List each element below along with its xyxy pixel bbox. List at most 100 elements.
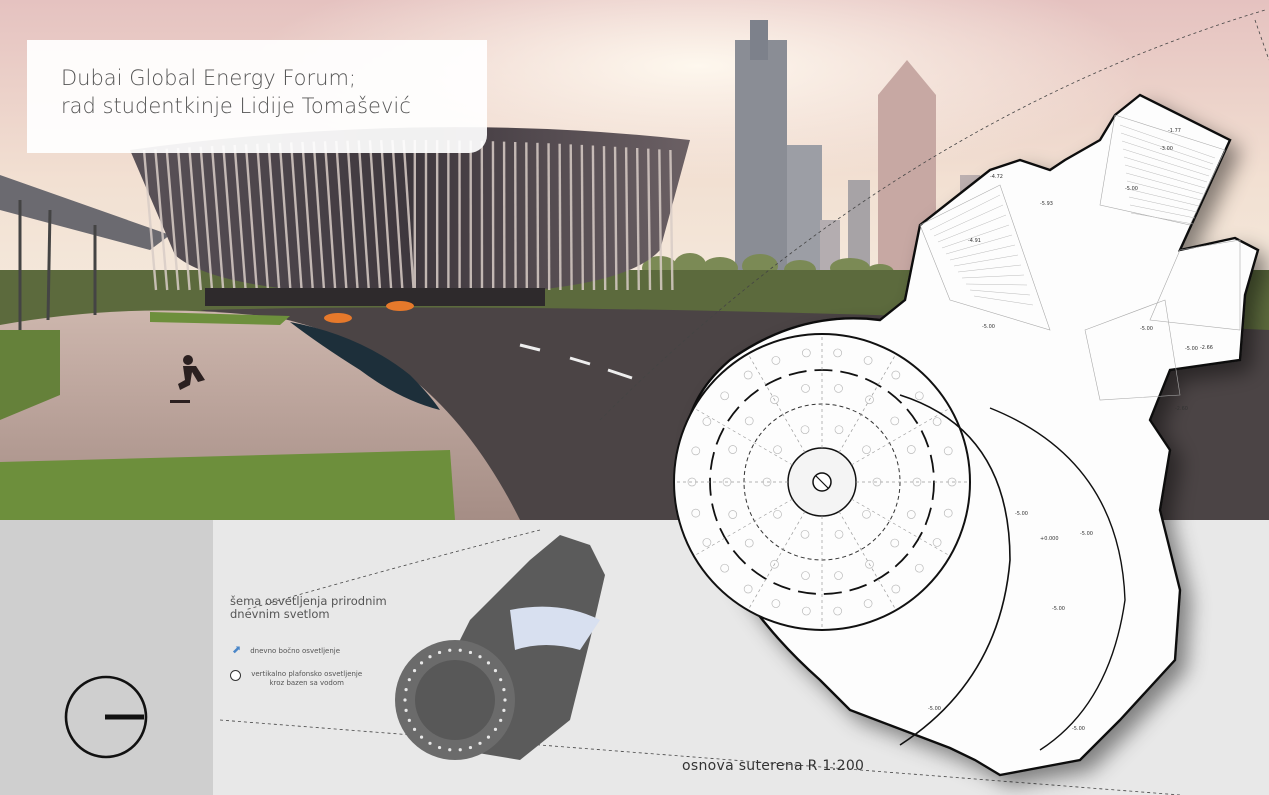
north-arrow-icon xyxy=(64,675,148,759)
seat-marker xyxy=(890,416,900,426)
north-panel xyxy=(0,520,213,795)
seat-row xyxy=(1119,124,1216,159)
seat-row xyxy=(1124,164,1206,189)
seat-marker xyxy=(770,559,779,569)
seat-row xyxy=(957,264,1022,273)
louver xyxy=(602,146,607,291)
seat-marker xyxy=(863,356,873,365)
louver xyxy=(357,140,370,291)
seat-marker xyxy=(743,584,753,594)
light-dot xyxy=(419,735,424,739)
louver xyxy=(210,146,225,291)
louver xyxy=(233,144,247,291)
seat-marker xyxy=(914,391,924,401)
light-dot xyxy=(478,655,482,659)
seat-marker xyxy=(728,510,738,519)
arrow-icon: ⬈ xyxy=(232,643,242,656)
seat-marker xyxy=(834,571,843,580)
seat-row xyxy=(965,283,1028,286)
seat-marker xyxy=(770,395,779,405)
louver xyxy=(188,147,202,291)
light-dot xyxy=(503,698,507,702)
light-dot xyxy=(478,741,482,745)
seat-row xyxy=(1128,196,1198,213)
seat-row xyxy=(1129,204,1196,219)
legend-label-line-1: vertikalno plafonsko osvetljenje xyxy=(251,670,363,678)
light-dot xyxy=(458,648,462,652)
light-dot xyxy=(448,648,452,652)
seat-marker xyxy=(932,538,942,547)
seat-marker xyxy=(943,446,953,456)
louver xyxy=(176,147,191,291)
radial-grid-line xyxy=(851,407,951,466)
louver xyxy=(222,145,236,291)
seat-marker xyxy=(702,538,712,547)
road-markings xyxy=(519,343,633,380)
light-dot xyxy=(502,688,506,692)
seat-row xyxy=(1126,180,1202,201)
level-label: -5.00 xyxy=(1080,531,1093,537)
seat-row xyxy=(1125,172,1204,195)
louver xyxy=(142,149,158,291)
level-label: -4.91 xyxy=(968,238,981,244)
seat-marker xyxy=(914,563,924,573)
scheme-title: šema osvetljenja prirodnim dnevnim svetl… xyxy=(230,595,387,621)
louver xyxy=(391,139,404,291)
dashed-guide-lines xyxy=(219,9,1269,795)
light-dot xyxy=(412,669,417,673)
seat-row xyxy=(1120,132,1214,165)
louver xyxy=(335,140,348,291)
radial-grid-line xyxy=(693,498,793,557)
legend-label-line-2: kroz bazen sa vodom xyxy=(269,679,344,687)
seat-marker xyxy=(773,509,782,519)
level-label: -3.00 xyxy=(1160,146,1173,152)
louver xyxy=(536,142,540,291)
auditorium-rows xyxy=(919,114,1241,401)
seat-marker xyxy=(891,370,901,380)
louver xyxy=(289,142,303,291)
louver xyxy=(323,141,337,291)
side-grass xyxy=(0,330,60,420)
seat-marker xyxy=(771,356,781,365)
light-dot xyxy=(419,661,424,665)
level-label: -1.77 xyxy=(1168,128,1181,134)
grass-strip xyxy=(150,312,290,325)
seat-marker xyxy=(691,446,701,456)
louver xyxy=(278,142,292,291)
seat-row xyxy=(945,234,1013,255)
light-dot xyxy=(428,655,432,659)
level-label: -2.66 xyxy=(1200,345,1213,351)
seat-marker xyxy=(833,348,843,358)
seat-row xyxy=(1127,188,1200,207)
seat-row xyxy=(941,224,1010,249)
level-label: -5.00 xyxy=(928,706,941,712)
seat-marker xyxy=(801,384,810,393)
light-dot xyxy=(502,708,506,712)
seat-marker xyxy=(865,559,874,569)
seat-marker xyxy=(912,477,922,487)
light-dot xyxy=(403,698,407,702)
seat-marker xyxy=(691,508,701,518)
seat-marker xyxy=(865,395,874,405)
level-label: +0.000 xyxy=(1040,536,1059,542)
seat-marker xyxy=(833,606,843,616)
louver xyxy=(199,146,214,291)
seat-marker xyxy=(947,477,957,487)
seat-marker xyxy=(722,477,732,487)
seat-marker xyxy=(771,599,781,608)
seat-row xyxy=(961,274,1025,279)
louver xyxy=(669,149,674,291)
seat-marker xyxy=(744,538,754,548)
seat-marker xyxy=(862,509,871,519)
light-dot xyxy=(448,748,452,752)
seat-marker xyxy=(906,510,916,519)
louver xyxy=(267,143,281,291)
light-dot xyxy=(428,741,432,745)
seat-marker xyxy=(800,529,810,539)
seat-marker xyxy=(720,563,730,573)
louver xyxy=(379,140,393,291)
louver xyxy=(591,145,596,291)
seat-marker xyxy=(834,529,844,539)
